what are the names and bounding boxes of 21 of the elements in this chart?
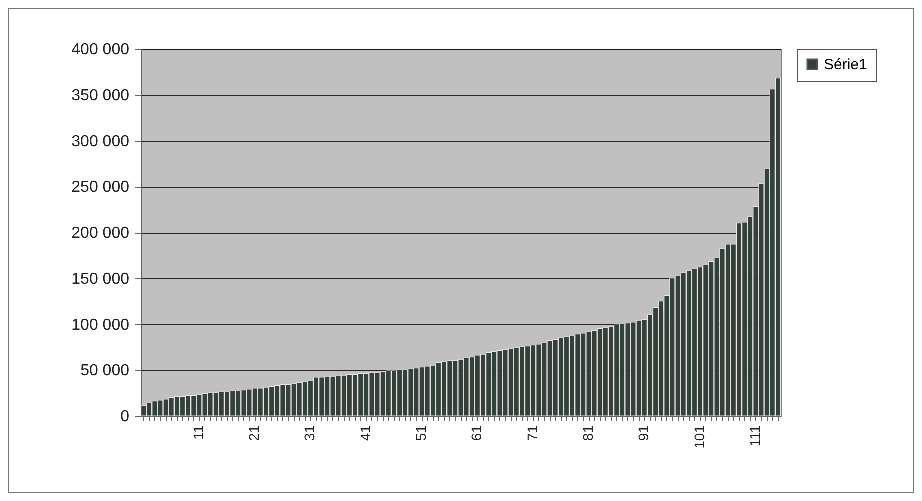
- y-tick-label: 100 000: [72, 316, 130, 334]
- x-tick-label: 111: [746, 425, 763, 447]
- x-tick-label: 61: [468, 425, 485, 442]
- x-tick-label: 81: [580, 425, 596, 442]
- y-tick-label: 350 000: [72, 87, 130, 104]
- legend-label: Série1: [824, 56, 868, 74]
- x-tick-label: 91: [636, 425, 652, 442]
- x-tick-label: 21: [246, 425, 262, 442]
- y-tick-label: 0: [120, 408, 130, 426]
- y-tick-label: 150 000: [72, 270, 130, 288]
- x-tick-label: 101: [691, 425, 708, 449]
- y-tick-label: 250 000: [72, 179, 130, 196]
- x-tick-label: 51: [413, 425, 430, 442]
- y-tick-label: 50 000: [80, 362, 130, 380]
- y-tick-label: 400 000: [72, 42, 130, 58]
- y-tick-label: 200 000: [72, 225, 130, 242]
- x-tick-label: 41: [357, 425, 374, 442]
- y-tick-label: 300 000: [72, 133, 130, 150]
- x-tick-label: 11: [190, 425, 206, 440]
- x-tick-label: 31: [302, 425, 318, 442]
- x-tick-label: 71: [524, 425, 540, 442]
